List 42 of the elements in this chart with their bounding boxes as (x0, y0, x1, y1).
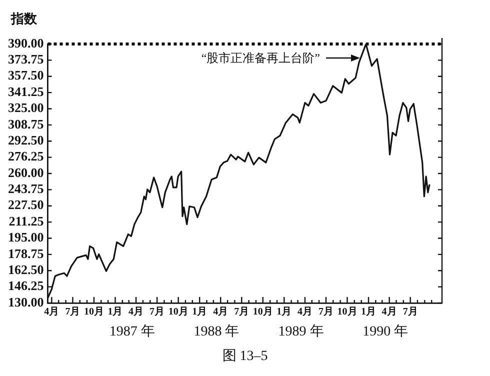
annotation: “股市正准备再上台阶” (201, 50, 320, 66)
y-tick-label: 276.25 (8, 148, 44, 164)
x-tick-label: 7月 (402, 306, 418, 318)
y-tick-label: 227.50 (8, 197, 44, 212)
x-tick-label: 4月 (44, 306, 60, 318)
text: 1987 年 (109, 324, 155, 340)
y-tick-label: 341.25 (8, 84, 44, 99)
x-tick-label: 1月 (108, 306, 123, 318)
x-tick-label: 10月 (168, 306, 188, 318)
y-tick-label: 373.75 (8, 52, 44, 67)
x-tick-label: 4月 (128, 306, 144, 318)
y-tick-label: 178.75 (8, 246, 44, 261)
x-tick-label: 1月 (276, 306, 292, 318)
text: 1988 年 (194, 324, 240, 340)
y-tick-label: 130.00 (8, 294, 44, 310)
y-tick-label: 390.00 (8, 35, 44, 50)
y-tick-label: 146.25 (8, 278, 44, 294)
y-tick-label: 162.50 (8, 262, 44, 277)
y-tick-label: 211.25 (8, 213, 44, 228)
x-tick-label: 4月 (382, 306, 397, 318)
y-tick-label: 243.75 (8, 181, 44, 196)
text: 1989 年 (278, 324, 324, 340)
x-tick-label: 10月 (337, 306, 358, 318)
caption: 图 13–5 (221, 348, 269, 365)
y-tick-label: 195.00 (8, 230, 44, 245)
y-axis-title: 指数 (10, 10, 38, 26)
y-tick-label: 325.00 (8, 100, 44, 116)
x-tick-label: 10月 (84, 306, 104, 318)
x-tick-label: 4月 (297, 306, 312, 318)
x-tick-label: 7月 (234, 306, 250, 318)
y-tick-label: 308.75 (8, 116, 44, 132)
y-tick-label: 292.50 (8, 132, 44, 148)
x-tick-label: 1月 (192, 306, 208, 318)
x-tick-label: 7月 (318, 306, 334, 318)
x-tick-label: 4月 (213, 306, 228, 318)
x-tick-label: 7月 (150, 306, 165, 318)
x-tick-label: 10月 (252, 306, 273, 318)
x-tick-label: 1月 (361, 306, 376, 318)
y-tick-label: 357.50 (8, 68, 44, 83)
y-tick-label: 260.00 (8, 164, 44, 180)
text: 1990 年 (362, 324, 408, 340)
x-tick-label: 7月 (65, 306, 80, 318)
